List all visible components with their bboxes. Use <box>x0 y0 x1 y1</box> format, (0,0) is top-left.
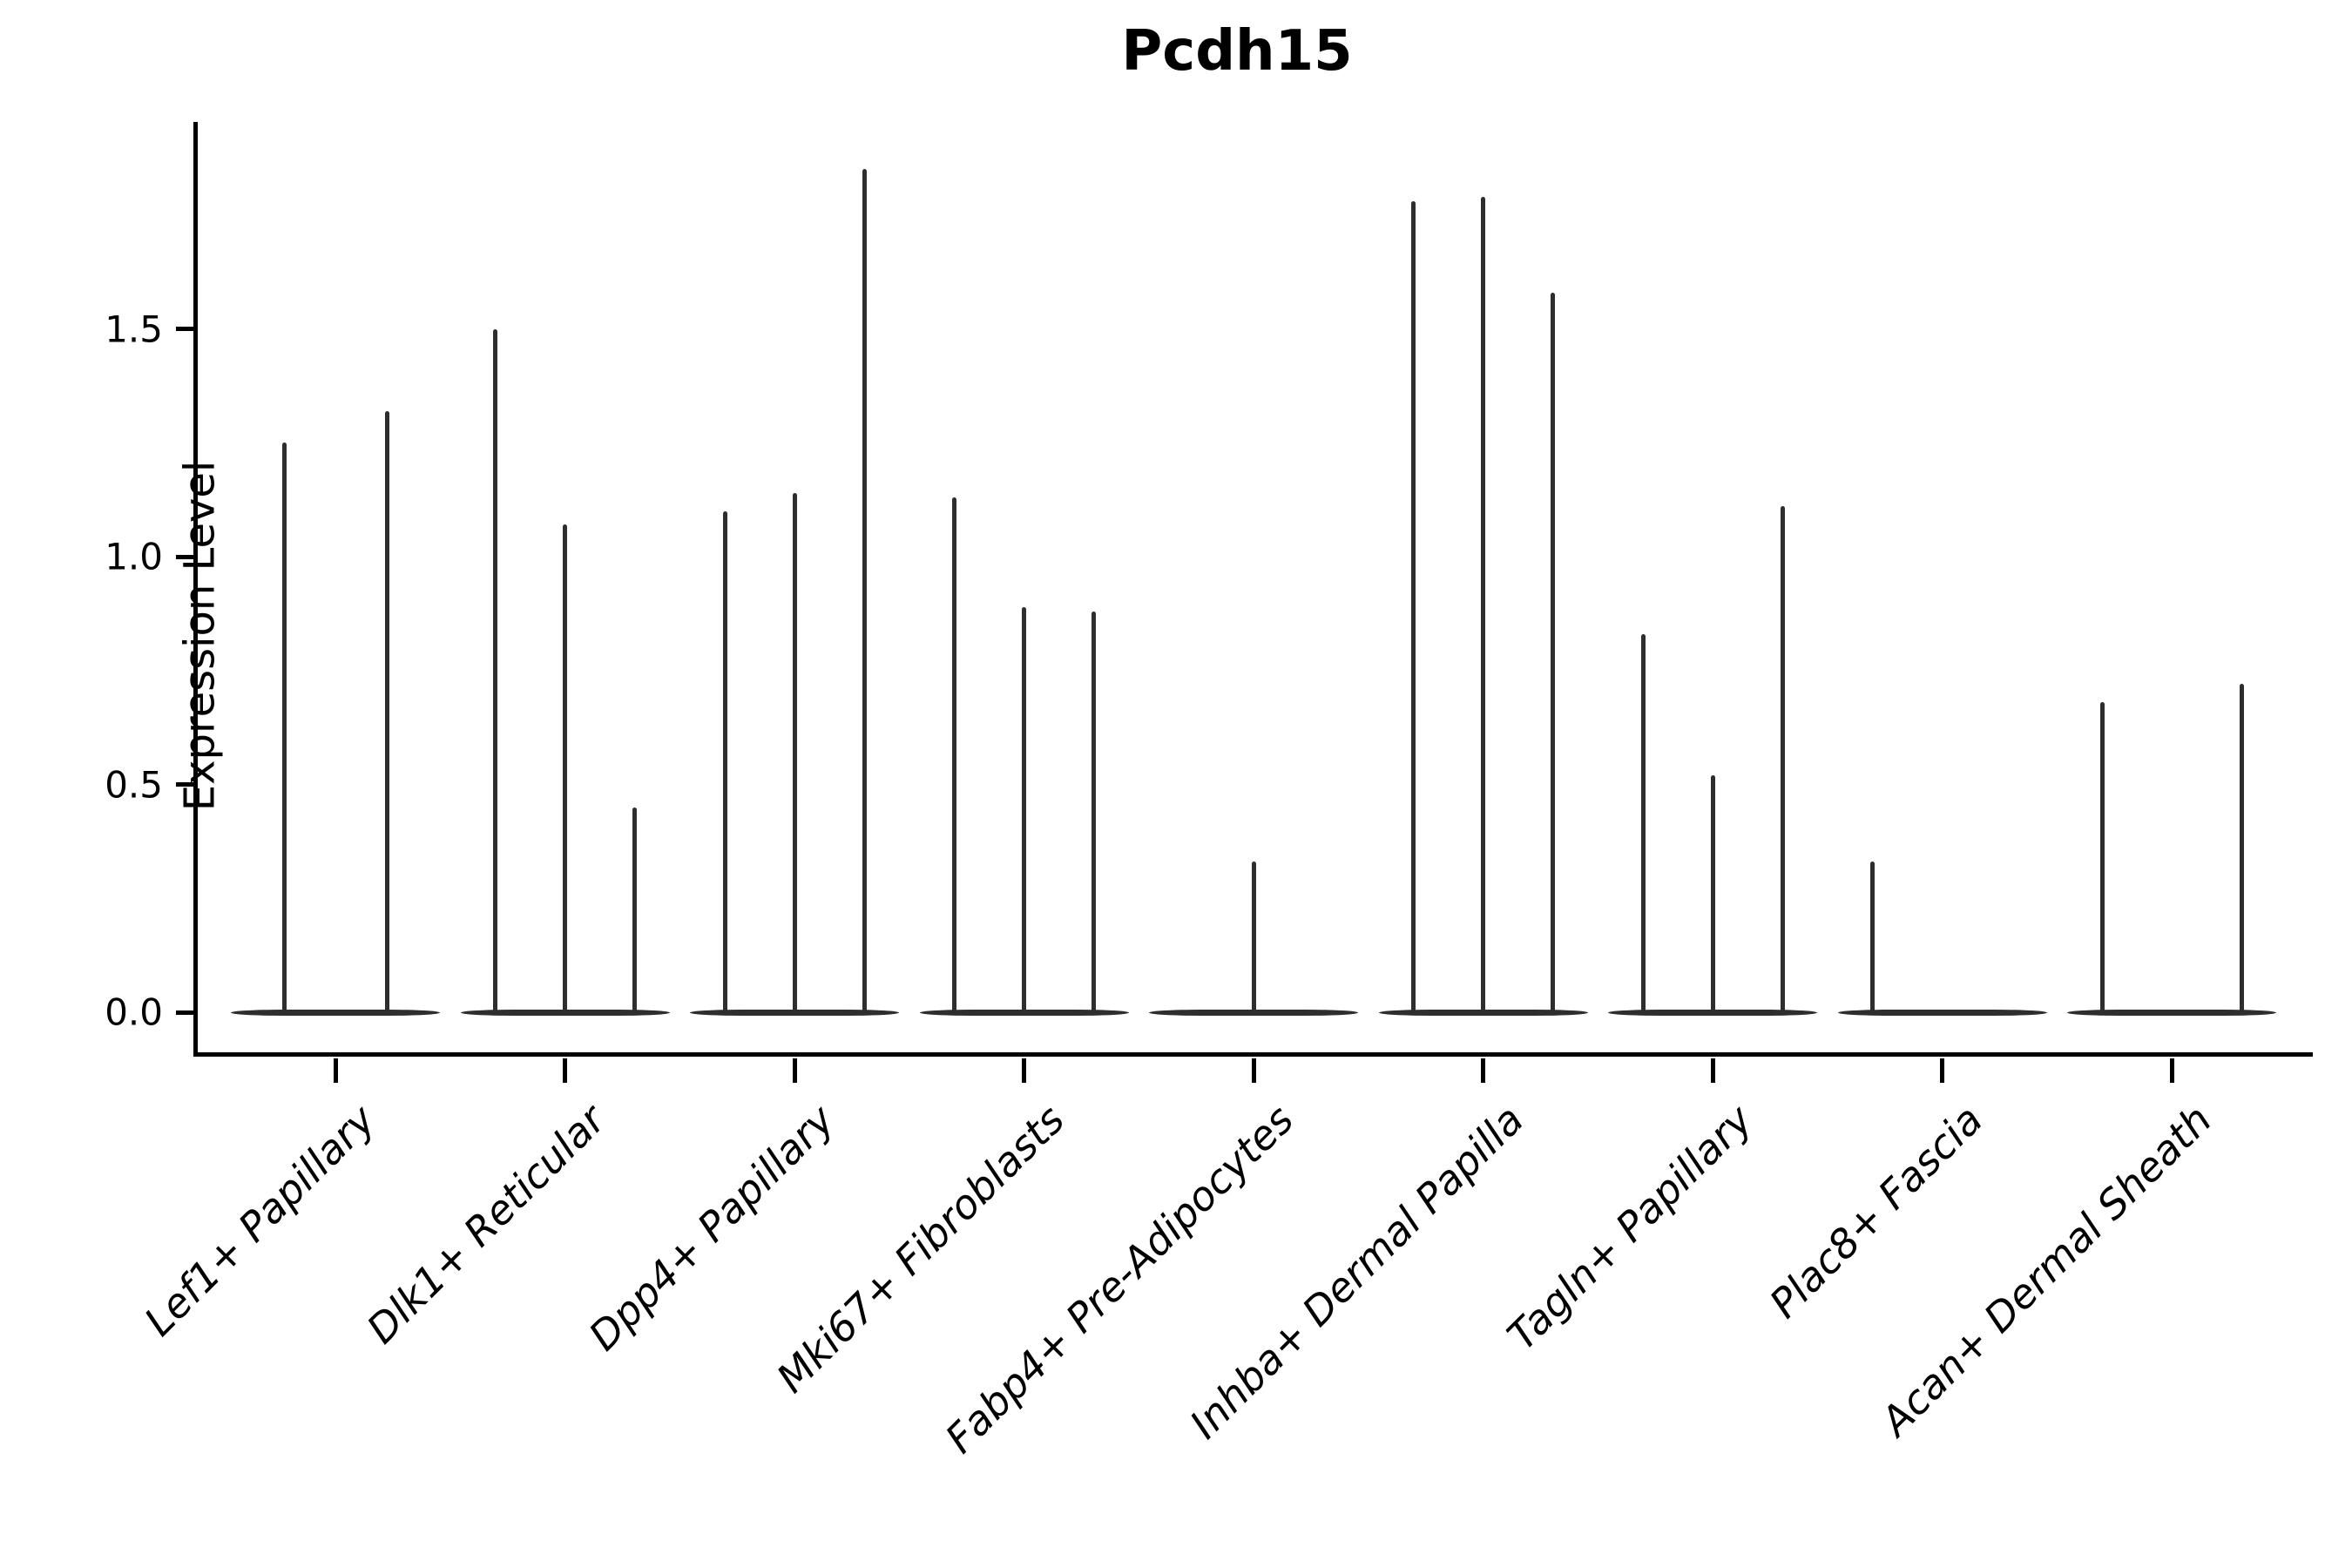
y-tick-label: 1.5 <box>105 308 163 350</box>
violin-spike <box>722 510 727 1012</box>
x-tick-label: Dlk1+ Reticular <box>357 1096 614 1353</box>
violin-spike <box>1640 633 1646 1012</box>
y-tick-label: 0.5 <box>105 763 163 806</box>
violin-base <box>919 1009 1129 1016</box>
violin-spike <box>862 169 867 1012</box>
violin-spike <box>952 497 956 1012</box>
x-tick-mark <box>792 1058 797 1083</box>
x-tick-mark <box>1251 1058 1256 1083</box>
violin-spike <box>384 410 389 1012</box>
violin-spike <box>2099 702 2105 1012</box>
violin-spike <box>563 524 567 1012</box>
violin-spike <box>1411 201 1416 1012</box>
y-tick-mark <box>176 327 198 331</box>
x-tick-mark <box>1940 1058 1944 1083</box>
x-tick-label: Dpp4+ Papillary <box>579 1096 844 1360</box>
y-tick-mark <box>176 554 198 559</box>
x-tick-label: Tagln+ Papillary <box>1497 1096 1762 1360</box>
y-tick-label: 1.0 <box>105 535 163 578</box>
y-tick-mark <box>176 782 198 787</box>
x-axis-line <box>193 1052 2313 1057</box>
chart-title: Pcdh15 <box>1121 19 1353 84</box>
x-tick-label: Lef1+ Papillary <box>135 1096 385 1345</box>
violin-spike <box>1251 862 1256 1012</box>
x-tick-label: Plac8+ Fascia <box>1760 1096 1991 1328</box>
violin-spike <box>632 807 637 1012</box>
violin-spike <box>281 443 287 1012</box>
violin-base <box>1837 1009 2047 1016</box>
violin-base <box>2067 1009 2276 1016</box>
violin-base <box>460 1009 670 1016</box>
violin-base <box>231 1009 440 1016</box>
violin-spike <box>1551 292 1555 1012</box>
violin-spike <box>792 492 797 1012</box>
x-tick-mark <box>563 1058 567 1083</box>
y-axis-line <box>193 122 198 1057</box>
violin-spike <box>1481 196 1485 1012</box>
violin-spike <box>1022 606 1026 1012</box>
violin-base <box>1149 1009 1358 1016</box>
x-tick-mark <box>2169 1058 2174 1083</box>
x-tick-mark <box>333 1058 338 1083</box>
violin-base <box>1378 1009 1588 1016</box>
violin-spike <box>1710 775 1715 1012</box>
violin-spike <box>1092 611 1096 1012</box>
y-tick-label: 0.0 <box>105 990 163 1034</box>
violin-spike <box>493 328 497 1012</box>
violin-spike <box>1870 862 1875 1012</box>
x-tick-mark <box>1710 1058 1715 1083</box>
violin-base <box>690 1009 899 1016</box>
violin-spike <box>1780 506 1785 1012</box>
x-tick-mark <box>1022 1058 1026 1083</box>
y-axis-label: Expression Level <box>175 460 225 812</box>
violin-base <box>1608 1009 1817 1016</box>
x-tick-mark <box>1481 1058 1485 1083</box>
y-tick-mark <box>176 1010 198 1015</box>
violin-spike <box>2239 684 2244 1012</box>
